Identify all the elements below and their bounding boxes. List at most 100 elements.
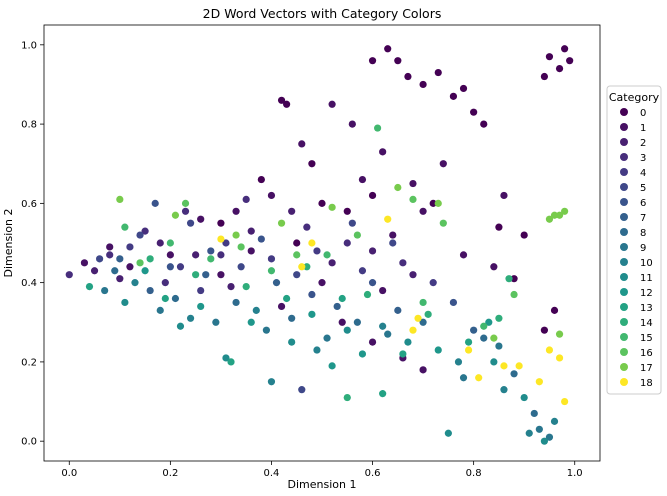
point-category-8	[530, 409, 538, 418]
point-category-9	[212, 318, 220, 326]
legend-marker-11	[620, 273, 628, 281]
point-category-8	[288, 314, 296, 322]
point-category-6	[207, 247, 215, 255]
x-axis-label: Dimension 1	[288, 478, 357, 491]
point-category-17	[116, 195, 124, 203]
point-category-10	[525, 429, 533, 437]
point-category-1	[500, 191, 508, 200]
legend-marker-6	[620, 198, 628, 206]
x-tick-label: 0.8	[466, 468, 482, 479]
point-category-12	[141, 267, 149, 275]
point-category-1	[80, 259, 89, 267]
point-category-18	[555, 354, 564, 362]
point-category-18	[409, 326, 417, 334]
point-category-4	[197, 286, 205, 295]
point-category-11	[343, 326, 351, 334]
point-category-0	[368, 57, 377, 65]
point-category-9	[262, 326, 270, 334]
point-category-18	[298, 263, 306, 271]
legend-marker-13	[620, 303, 628, 311]
legend-title: Category	[609, 91, 660, 104]
point-category-1	[217, 271, 225, 279]
x-tick-label: 1.0	[567, 468, 583, 479]
point-category-2	[156, 239, 164, 247]
legend-marker-12	[620, 288, 628, 296]
point-category-13	[338, 294, 346, 303]
point-category-14	[495, 314, 503, 322]
point-category-2	[247, 227, 255, 235]
point-category-0	[434, 68, 442, 77]
point-category-15	[323, 251, 331, 259]
point-category-16	[510, 290, 518, 299]
x-tick-label: 0.2	[162, 468, 178, 479]
point-category-0	[540, 72, 549, 81]
point-category-5	[293, 271, 301, 279]
legend-label-3: 3	[640, 153, 646, 164]
point-category-7	[333, 302, 341, 311]
point-category-8	[353, 318, 361, 326]
legend-label-1: 1	[640, 123, 646, 134]
point-category-9	[535, 425, 543, 433]
point-category-12	[247, 318, 255, 326]
point-category-9	[156, 306, 164, 314]
legend-label-18: 18	[640, 378, 653, 389]
point-category-17	[550, 211, 559, 219]
legend-marker-7	[620, 213, 628, 221]
point-category-17	[434, 199, 442, 207]
point-category-18	[217, 235, 225, 243]
point-category-14	[424, 310, 432, 318]
point-category-5	[96, 255, 104, 263]
point-category-18	[545, 346, 554, 354]
point-category-2	[328, 259, 336, 267]
legend-label-5: 5	[640, 183, 646, 194]
point-category-17	[545, 215, 554, 223]
point-category-15	[121, 223, 129, 231]
legend-label-12: 12	[640, 288, 653, 299]
point-category-13	[85, 283, 94, 291]
point-category-17	[171, 211, 180, 219]
y-tick-label: 0.4	[21, 278, 37, 289]
point-category-2	[116, 275, 124, 283]
point-category-0	[394, 57, 402, 65]
point-category-3	[65, 271, 73, 279]
legend-label-4: 4	[640, 168, 646, 179]
legend-label-9: 9	[640, 243, 646, 254]
point-category-1	[328, 100, 336, 108]
point-category-12	[197, 302, 205, 311]
point-category-1	[490, 263, 498, 271]
point-category-0	[384, 45, 392, 53]
point-category-14	[303, 263, 311, 271]
point-category-16	[439, 219, 447, 227]
point-category-0	[277, 96, 286, 104]
points-layer	[65, 45, 574, 445]
point-category-7	[202, 271, 210, 279]
point-category-6	[308, 290, 316, 299]
point-category-0	[419, 80, 427, 89]
point-category-5	[186, 219, 195, 227]
point-category-12	[308, 310, 316, 318]
point-category-11	[490, 358, 498, 366]
point-category-13	[464, 338, 473, 346]
point-category-11	[222, 354, 230, 362]
point-category-16	[293, 251, 301, 259]
point-category-10	[252, 306, 260, 314]
point-category-3	[399, 259, 407, 267]
point-category-13	[227, 358, 235, 366]
point-category-7	[470, 326, 478, 334]
point-category-4	[313, 247, 321, 255]
point-category-0	[540, 326, 549, 334]
legend-label-14: 14	[640, 318, 653, 329]
point-category-17	[561, 207, 569, 215]
point-category-11	[444, 429, 452, 437]
point-category-14	[363, 290, 372, 299]
point-category-9	[459, 374, 468, 382]
point-category-10	[500, 386, 508, 394]
point-category-18	[464, 346, 473, 354]
point-category-1	[267, 191, 276, 200]
point-category-0	[555, 65, 564, 73]
point-category-6	[257, 235, 265, 243]
point-category-18	[500, 362, 508, 370]
legend-marker-2	[620, 138, 628, 146]
point-category-0	[308, 160, 316, 168]
